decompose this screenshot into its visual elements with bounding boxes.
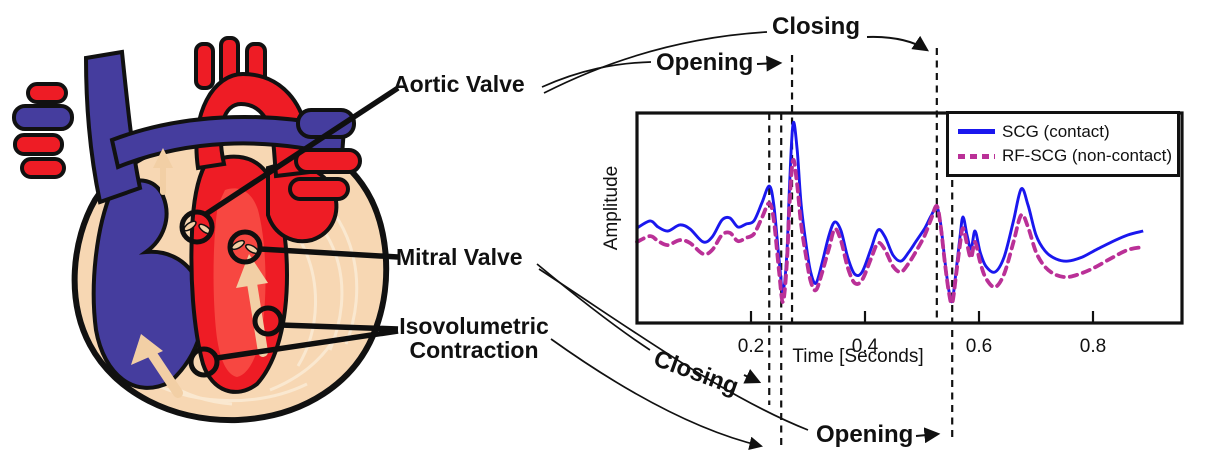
rf-scg-line-swatch xyxy=(958,153,995,159)
legend-item-scg-contact: SCG (contact) xyxy=(958,122,1171,142)
plot-frame xyxy=(635,111,1184,325)
bottom-opening-arrow xyxy=(915,427,941,444)
superior-vena-cava xyxy=(83,49,143,205)
right-vessel-stubs xyxy=(288,108,362,201)
left-vessel-stubs xyxy=(12,82,74,179)
legend-item-rf-scg: RF-SCG (non-contact) xyxy=(958,146,1173,166)
rf-scg-line xyxy=(635,158,1146,306)
ivc-curve-arrow xyxy=(550,338,763,450)
bottom-closing-arrow xyxy=(743,368,762,384)
rv-contraction-leader xyxy=(216,328,399,361)
aortic-valve-leader xyxy=(204,85,400,217)
top-closing-arrow xyxy=(866,35,929,52)
aortic-to-opening-curve xyxy=(541,61,652,88)
chart-legend: SCG (contact) RF-SCG (non-contact) xyxy=(946,111,1180,177)
valve-marker-circles xyxy=(179,209,284,378)
x-tick-label-0.2: 0.2 xyxy=(737,336,765,357)
aortic-to-closing-curve xyxy=(543,31,768,94)
lv-contraction-marker-circle xyxy=(252,305,284,337)
x-axis-ticks xyxy=(749,311,1095,322)
scg-contact-line-swatch xyxy=(958,129,995,135)
mitral-valve-leader xyxy=(259,246,399,260)
scg-contact-line xyxy=(636,120,1144,304)
event-lines xyxy=(768,48,954,450)
blood-flow-arrows xyxy=(131,148,268,398)
mitral-to-opening-curve xyxy=(538,268,809,431)
top-opening-arrow xyxy=(756,55,783,72)
x-tick-label-0.6: 0.6 xyxy=(965,336,993,357)
mitral-to-closing-curve xyxy=(536,263,651,351)
mitral-valve-marker-circle xyxy=(227,229,263,265)
aortic-valve-marker-circle xyxy=(179,209,215,245)
x-tick-label-0.4: 0.4 xyxy=(851,336,879,357)
legend-label-scg-contact: SCG (contact) xyxy=(1002,121,1110,141)
aorta xyxy=(194,36,313,179)
legend-label-rf-scg: RF-SCG (non-contact) xyxy=(1002,146,1173,166)
annotation-arrows xyxy=(536,31,941,450)
lv-contraction-leader xyxy=(279,322,399,332)
heart-illustration xyxy=(12,36,400,424)
aortic-opening-label: Opening xyxy=(656,49,754,76)
scg-chart xyxy=(635,48,1184,450)
aortic-valve-label: Aortic Valve xyxy=(393,71,525,97)
x-tick-label-0.8: 0.8 xyxy=(1079,336,1107,357)
y-axis-label: Amplitude xyxy=(601,165,622,251)
label-leader-lines xyxy=(204,85,400,361)
x-axis-label: Time [Seconds] xyxy=(792,346,924,367)
mitral-valve-label: Mitral Valve xyxy=(396,244,523,270)
isovolumetric-contraction-label: Isovolumetric Contraction xyxy=(399,313,549,364)
rv-contraction-marker-circle xyxy=(188,346,220,378)
mitral-opening-label: Opening xyxy=(816,421,914,448)
aortic-closing-label: Closing xyxy=(772,13,860,40)
